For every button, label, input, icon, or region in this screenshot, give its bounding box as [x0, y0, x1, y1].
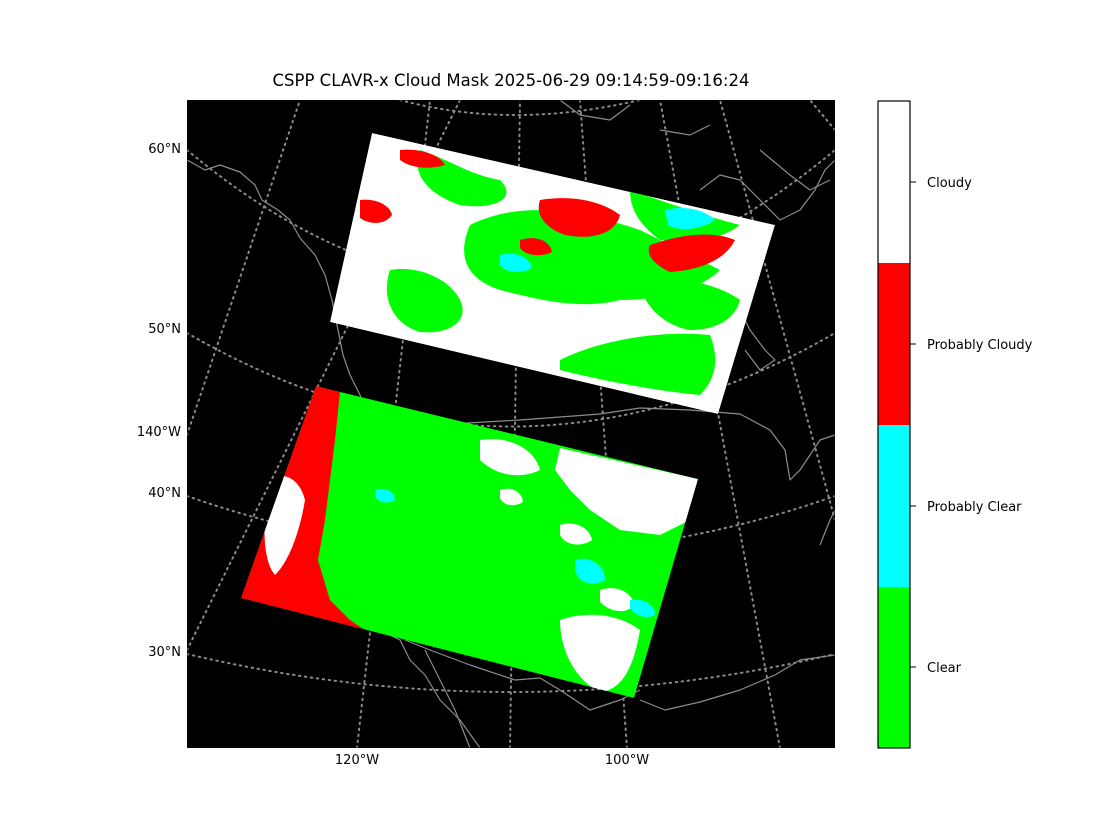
- colorbar-label-clear: Clear: [927, 661, 962, 676]
- map-labels: 60°N 50°N 140°W 40°N 30°N 120°W 100°W: [137, 142, 649, 768]
- swath-south-cloudy-patches: [264, 439, 698, 692]
- colorbar-label-cloudy: Cloudy: [927, 176, 972, 191]
- meridian-140w: [187, 100, 301, 436]
- colorbar: Cloudy Probably Cloudy Probably Clear Cl…: [877, 100, 1033, 749]
- swath-north-probably-clear: [500, 208, 715, 272]
- us-canada-border: [371, 407, 835, 481]
- parallel-top: [399, 100, 641, 116]
- swath-south-probably-clear: [375, 488, 655, 618]
- lat-label-60n: 60°N: [148, 142, 181, 157]
- us-mexico-border: [404, 639, 641, 711]
- colorbar-probably-clear: [878, 425, 910, 587]
- colorbar-cloudy: [878, 101, 910, 263]
- colorbar-probably-cloudy: [878, 263, 910, 425]
- swath-south-probably-cloudy: [241, 386, 380, 640]
- alaska-coast: [187, 159, 373, 441]
- colorbar-clear: [878, 587, 910, 748]
- arctic-islands: [559, 100, 831, 191]
- swath-north-probably-cloudy: [360, 149, 735, 272]
- lon-label-140w: 140°W: [137, 425, 181, 440]
- baja: [424, 649, 471, 748]
- east-coast: [819, 509, 835, 546]
- parallel-60: [187, 149, 835, 286]
- meridian-70w: [809, 100, 835, 131]
- lat-label-30n: 30°N: [148, 645, 181, 660]
- hudson-bay: [699, 159, 835, 221]
- colorbar-ticks: [910, 181, 916, 668]
- lon-label-100w: 100°W: [605, 753, 649, 768]
- swath-north: [330, 133, 775, 414]
- colorbar-label-probably-clear: Probably Clear: [927, 500, 1022, 515]
- lat-label-50n: 50°N: [148, 322, 181, 337]
- great-lakes: [734, 299, 776, 371]
- colorbar-label-probably-cloudy: Probably Cloudy: [927, 338, 1033, 353]
- swath-south: [241, 386, 698, 698]
- map-panel: [187, 100, 835, 748]
- parallel-50: [187, 332, 835, 428]
- swath-north-clear: [386, 150, 740, 395]
- map-title: CSPP CLAVR-x Cloud Mask 2025-06-29 09:14…: [273, 71, 750, 90]
- meridian-80w: [719, 100, 835, 521]
- lon-label-120w: 120°W: [335, 753, 379, 768]
- meridian-90w: [659, 100, 781, 748]
- colorbar-frame: [877, 100, 911, 749]
- lat-label-40n: 40°N: [148, 486, 181, 501]
- gulf-coast: [639, 654, 835, 711]
